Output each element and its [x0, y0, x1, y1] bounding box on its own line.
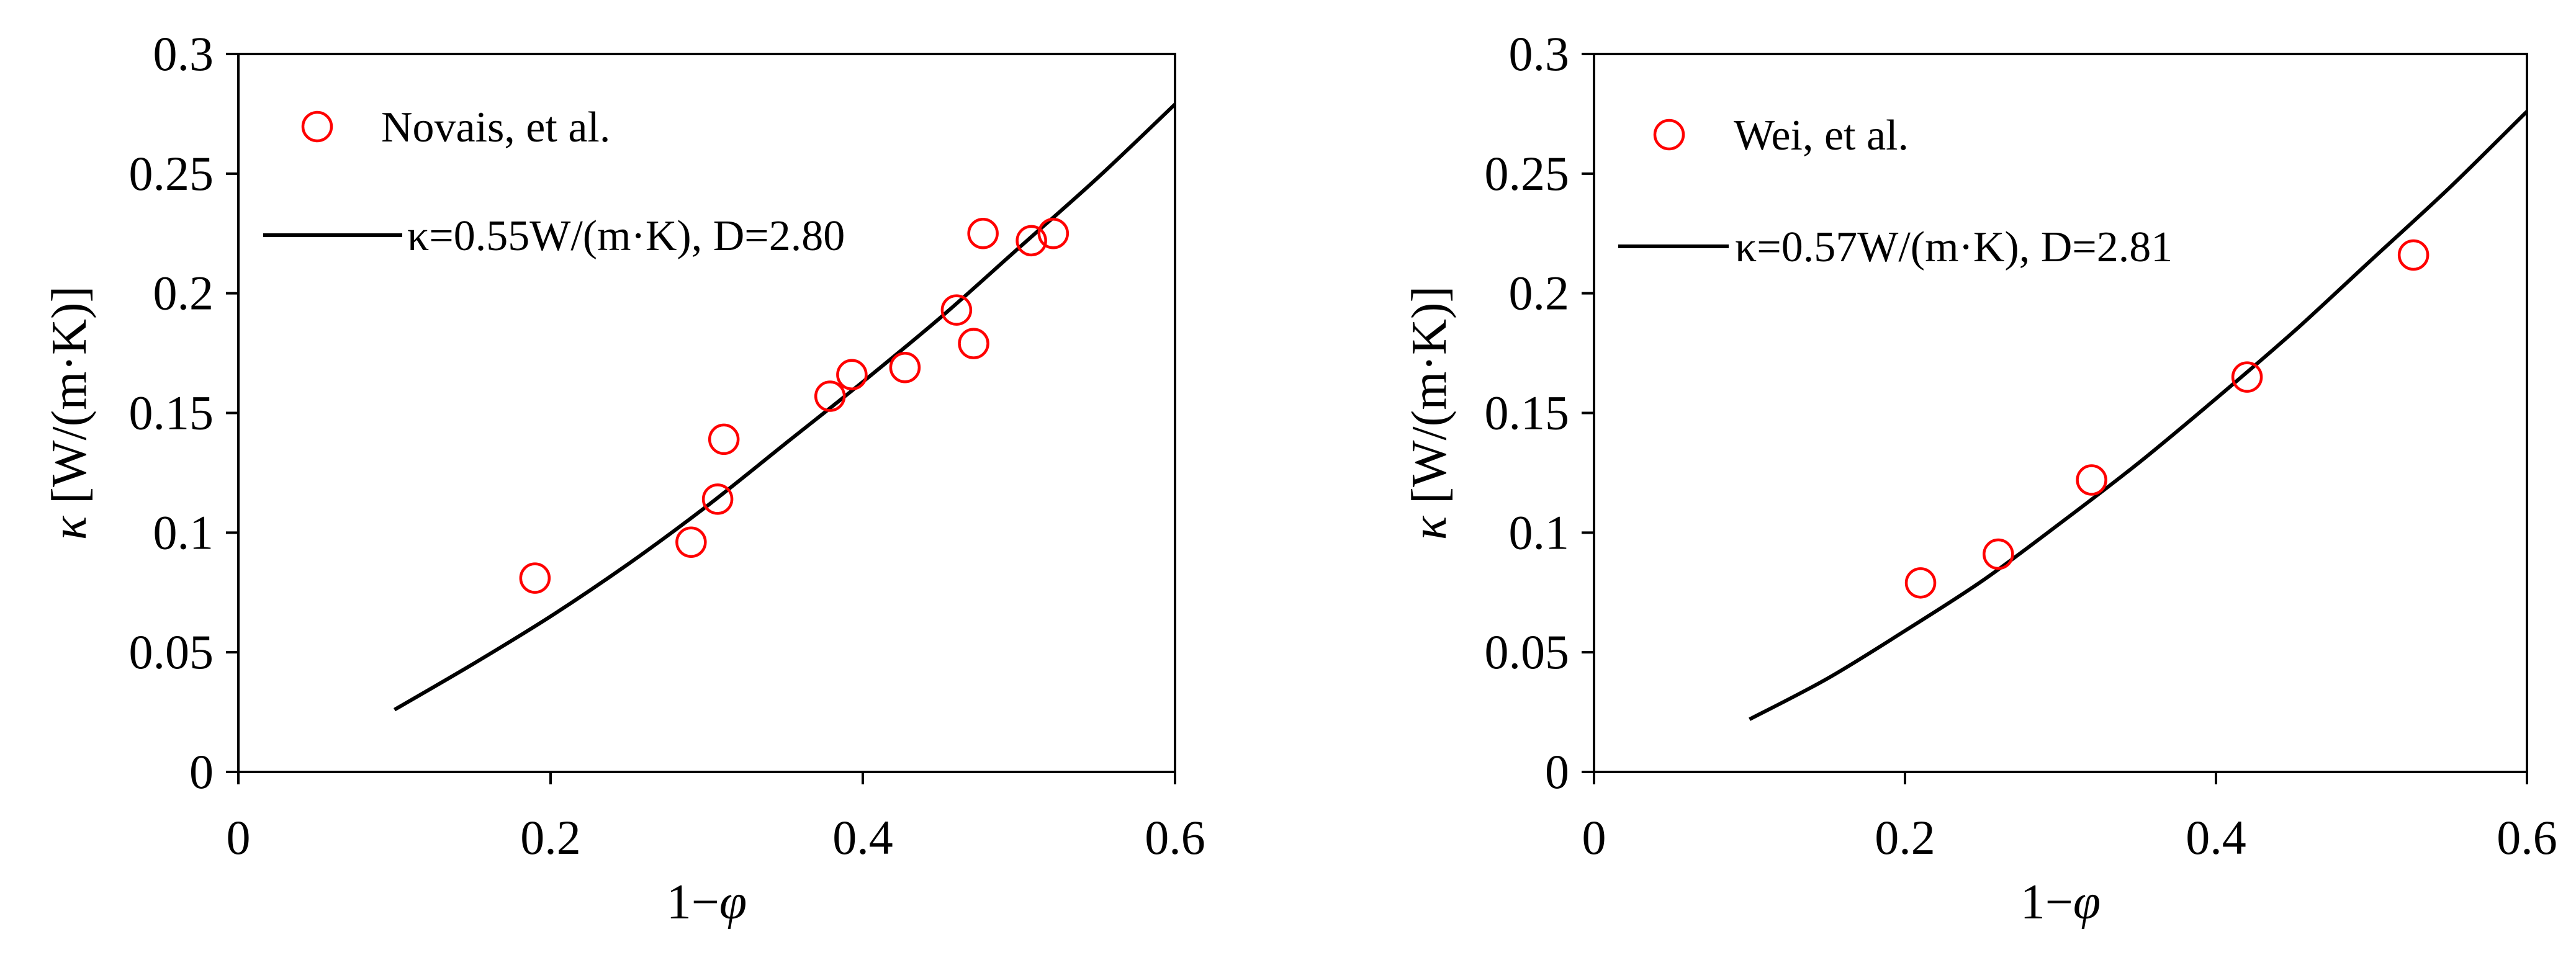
- plot-frame: [1593, 53, 2528, 773]
- data-point: [2076, 464, 2107, 496]
- y-axis-label: κ [W/(m·K)]: [1402, 286, 1457, 540]
- y-axis-label: κ [W/(m·K)]: [42, 286, 97, 540]
- y-tick-label: 0.15: [129, 386, 214, 440]
- legend-label: κ=0.55W/(m·K), D=2.80: [407, 212, 845, 260]
- x-tick-label: 0.6: [1145, 810, 1205, 864]
- legend-marker: [1653, 119, 1685, 151]
- data-point: [2397, 239, 2430, 271]
- data-point: [519, 562, 551, 594]
- data-point: [889, 351, 921, 383]
- y-tick-label: 0.25: [1485, 146, 1570, 200]
- x-tick-label: 0.6: [2497, 810, 2557, 864]
- x-tick-label: 0.2: [520, 810, 581, 864]
- data-point: [940, 294, 973, 326]
- y-tick-label: 0.1: [1509, 505, 1570, 559]
- data-point: [2231, 361, 2263, 393]
- data-point: [1037, 218, 1070, 249]
- model-series: [393, 102, 1177, 712]
- legend-label: κ=0.57W/(m·K), D=2.81: [1735, 223, 2173, 271]
- legend: Wei, et al. κ=0.57W/(m·K), D=2.81: [1618, 112, 2173, 271]
- measured-series: [519, 218, 1070, 594]
- data-point: [967, 218, 999, 249]
- data-point: [1983, 538, 2014, 570]
- series-line: [1749, 110, 2529, 721]
- y-tick-label: 0.05: [129, 625, 214, 679]
- legend-label: Novais, et al.: [381, 104, 610, 151]
- y-tick-label: 0.3: [1509, 27, 1570, 81]
- data-point: [1904, 567, 1937, 599]
- data-point: [1016, 225, 1047, 257]
- x-tick-label: 0.4: [2186, 810, 2246, 864]
- data-point: [675, 526, 707, 558]
- model-series: [1749, 110, 2529, 721]
- y-tick-label: 0.15: [1485, 386, 1570, 440]
- x-axis-label: 1−φ: [2020, 875, 2101, 930]
- legend-label: Wei, et al.: [1734, 112, 1909, 159]
- plot-frame: [237, 53, 1176, 773]
- data-point: [701, 483, 734, 515]
- legend-marker: [301, 110, 333, 143]
- y-tick-label: 0.2: [1509, 266, 1570, 320]
- chart-right: 0 0.05 0.1 0.15 0.2 0.25 0.3 0 0.2 0.4 0.6 Wei, et …: [1402, 27, 2557, 930]
- chart-left: 0 0.05 0.1 0.15 0.2 0.25 0.3 0 0.2 0.4 0.6 Novais, …: [42, 27, 1205, 930]
- x-tick-label: 0: [227, 810, 251, 864]
- y-tick-label: 0: [1545, 745, 1569, 799]
- y-tick-label: 0.05: [1485, 625, 1570, 679]
- legend: Novais, et al. κ=0.55W/(m·K), D=2.80: [263, 104, 845, 260]
- x-tick-label: 0: [1582, 810, 1606, 864]
- measured-series: [1904, 239, 2430, 599]
- y-tick-label: 0.25: [129, 146, 214, 200]
- x-tick-label: 0.2: [1875, 810, 1935, 864]
- data-point: [958, 328, 989, 359]
- y-tick-label: 0.3: [153, 27, 214, 81]
- y-tick-label: 0.1: [153, 505, 214, 559]
- x-tick-label: 0.4: [832, 810, 893, 864]
- data-point: [708, 423, 740, 455]
- data-point: [814, 380, 846, 412]
- y-tick-label: 0: [189, 745, 214, 799]
- y-tick-label: 0.2: [153, 266, 214, 320]
- data-point: [836, 359, 868, 391]
- x-axis-label: 1−φ: [667, 875, 747, 930]
- series-line: [393, 102, 1177, 712]
